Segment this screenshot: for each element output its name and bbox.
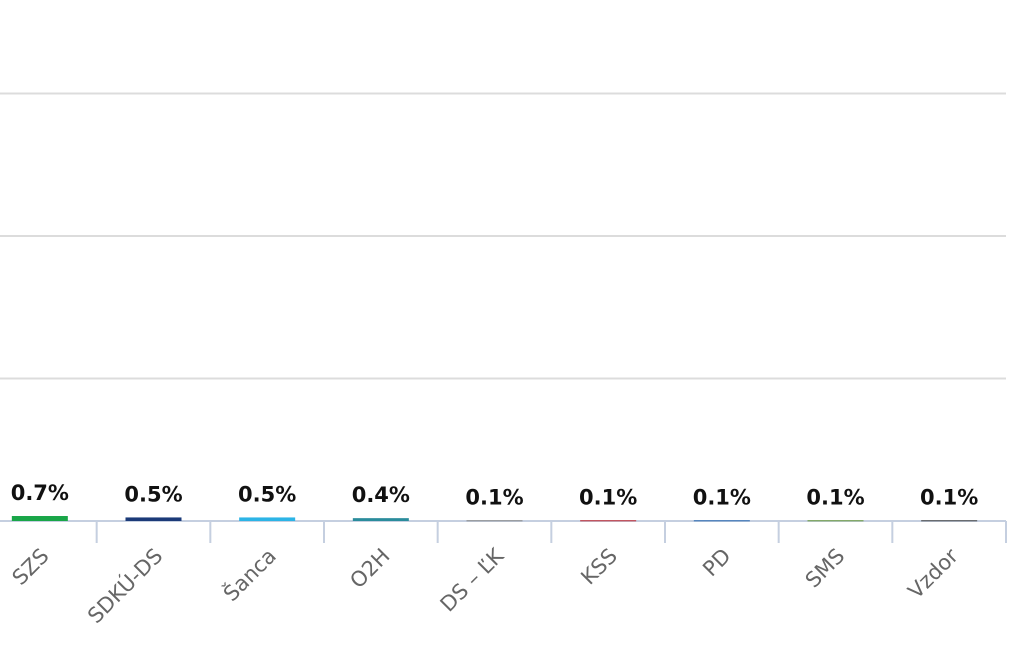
- value-label: 0.5%: [238, 482, 296, 506]
- bar: [239, 517, 296, 521]
- x-tick-label: Šanca: [218, 543, 281, 606]
- value-label: 0.1%: [693, 485, 751, 509]
- value-label: 0.1%: [579, 485, 637, 509]
- bar: [580, 520, 637, 522]
- bar: [11, 516, 68, 521]
- x-tick-label: SDKÚ-DS: [82, 543, 167, 628]
- x-tick-label: SMS: [801, 544, 850, 593]
- value-label: 0.1%: [465, 485, 523, 509]
- bar: [352, 518, 409, 521]
- x-tick-label: O2H: [345, 544, 394, 593]
- value-label: 0.1%: [806, 485, 864, 509]
- x-tick-label: PD: [698, 544, 735, 581]
- value-label: 0.5%: [124, 482, 182, 506]
- x-tick-label: DS – ĽK: [436, 543, 510, 617]
- x-tick-label: Vzdor: [903, 544, 963, 604]
- bar: [466, 520, 523, 522]
- value-label: 0.1%: [920, 485, 978, 509]
- bar: [921, 520, 978, 522]
- x-tick-label: SZS: [8, 544, 54, 590]
- bar: [125, 517, 182, 521]
- bar: [807, 520, 864, 522]
- value-label: 0.4%: [352, 483, 410, 507]
- bar: [693, 520, 750, 522]
- x-tick-label: KSS: [576, 544, 622, 590]
- value-label: 0.7%: [11, 481, 69, 505]
